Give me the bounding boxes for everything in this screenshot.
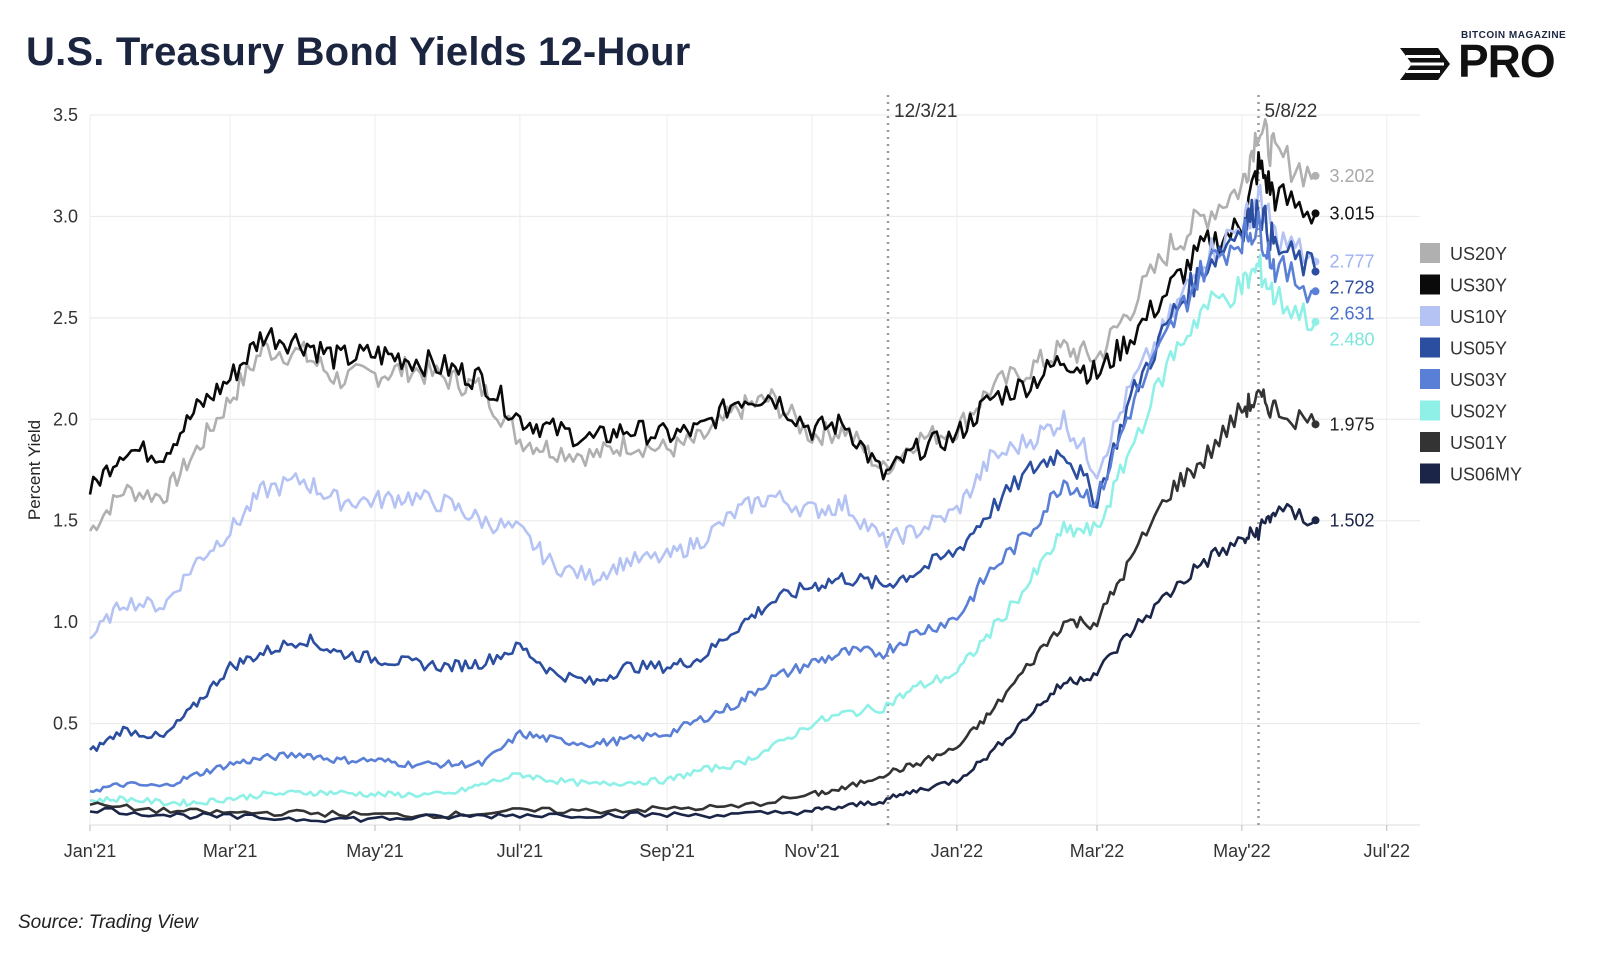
x-tick-label: Mar'21	[203, 841, 257, 861]
y-tick-label: 1.0	[53, 612, 78, 632]
end-label-us02y: 2.480	[1330, 330, 1375, 350]
legend-label-us10y: US10Y	[1450, 307, 1507, 327]
series-end-dot-us05y	[1311, 267, 1320, 276]
legend-swatch-us06my	[1420, 463, 1440, 484]
legend-label-us06my: US06MY	[1450, 465, 1522, 485]
series-line-us30y	[88, 151, 1317, 495]
x-tick-label: Nov'21	[784, 841, 839, 861]
x-tick-label: Mar'22	[1070, 841, 1124, 861]
x-tick-label: May'21	[346, 841, 403, 861]
x-tick-label: May'22	[1213, 841, 1270, 861]
series-end-dot-us02y	[1311, 317, 1320, 326]
x-tick-label: Sep'21	[639, 841, 695, 861]
legend-swatch-us01y	[1420, 432, 1440, 452]
grid	[89, 114, 1420, 826]
legend-label-us03y: US03Y	[1450, 370, 1507, 390]
bitcoin-magazine-pro-logo: BITCOIN MAGAZINE PRO	[1398, 30, 1578, 90]
legend-label-us02y: US02Y	[1450, 402, 1507, 422]
y-tick-label: 2.0	[53, 409, 78, 429]
legend-label-us30y: US30Y	[1450, 276, 1507, 296]
legend-label-us01y: US01Y	[1450, 433, 1507, 453]
series-end-dot-us30y	[1311, 209, 1320, 218]
end-label-us06my: 1.502	[1330, 510, 1375, 530]
legend-label-us05y: US05Y	[1450, 339, 1507, 359]
series-line-us02y	[89, 253, 1317, 807]
series-line-us20y	[88, 118, 1317, 532]
legend-label-us20y: US20Y	[1450, 244, 1507, 264]
axes: 0.5 1.0 1.5 2.0 2.5 3.0 3.5 Jan'21 Mar'21 May'21 J…	[25, 105, 1410, 861]
vertical-marker-label: 12/3/21	[894, 101, 957, 122]
x-tick-label: Jan'21	[64, 841, 116, 861]
yield-chart: 12/3/21 5/8/22 3.202 3.015 2.777 2.728 2.631 2…	[25, 95, 1522, 861]
vertical-markers: 12/3/21 5/8/22	[886, 95, 1318, 825]
logo-big-text: PRO	[1458, 35, 1556, 87]
source-note: Source: Trading View	[18, 912, 198, 933]
legend: US20Y US30Y US10Y US05Y US03Y US02Y US01Y US06M…	[1420, 243, 1522, 485]
end-label-us10y: 2.777	[1330, 252, 1375, 272]
series-line-us06my	[89, 502, 1317, 824]
legend-swatch-us03y	[1420, 369, 1440, 389]
end-label-us01y: 1.975	[1330, 414, 1375, 434]
x-tick-label: Jul'21	[497, 841, 543, 861]
y-axis-title: Percent Yield	[25, 420, 44, 520]
x-tick-label: Jul'22	[1364, 841, 1410, 861]
end-label-us30y: 3.015	[1330, 203, 1375, 223]
legend-swatch-us05y	[1420, 337, 1440, 358]
legend-swatch-us20y	[1420, 243, 1440, 263]
series-end-dot-us20y	[1311, 171, 1320, 180]
series-end-dot-us03y	[1311, 287, 1320, 296]
y-tick-label: 1.5	[53, 511, 78, 531]
end-labels: 3.202 3.015 2.777 2.728 2.631 2.480 1.975 1.502	[1330, 166, 1375, 530]
y-tick-label: 0.5	[53, 714, 78, 734]
series-line-us10y	[89, 183, 1317, 640]
end-label-us20y: 3.202	[1330, 166, 1375, 186]
series-lines	[88, 118, 1320, 824]
series-end-dot-us01y	[1311, 420, 1320, 429]
legend-swatch-us02y	[1420, 400, 1440, 421]
y-tick-label: 3.0	[53, 206, 78, 226]
logo-stripes-icon	[1400, 48, 1450, 80]
series-line-us05y	[89, 198, 1317, 752]
series-line-us03y	[89, 210, 1316, 794]
vertical-marker-label: 5/8/22	[1265, 101, 1318, 122]
logo-small-text: BITCOIN MAGAZINE	[1461, 30, 1567, 41]
y-tick-label: 3.5	[53, 105, 78, 125]
series-line-us01y	[89, 388, 1317, 820]
y-tick-label: 2.5	[53, 308, 78, 328]
legend-swatch-us30y	[1420, 274, 1440, 295]
end-label-us03y: 2.631	[1330, 304, 1375, 324]
chart-title: U.S. Treasury Bond Yields 12-Hour	[26, 30, 691, 74]
legend-swatch-us10y	[1420, 306, 1440, 326]
end-label-us05y: 2.728	[1330, 278, 1375, 298]
x-tick-label: Jan'22	[931, 841, 983, 861]
series-end-dot-us06my	[1311, 516, 1320, 525]
